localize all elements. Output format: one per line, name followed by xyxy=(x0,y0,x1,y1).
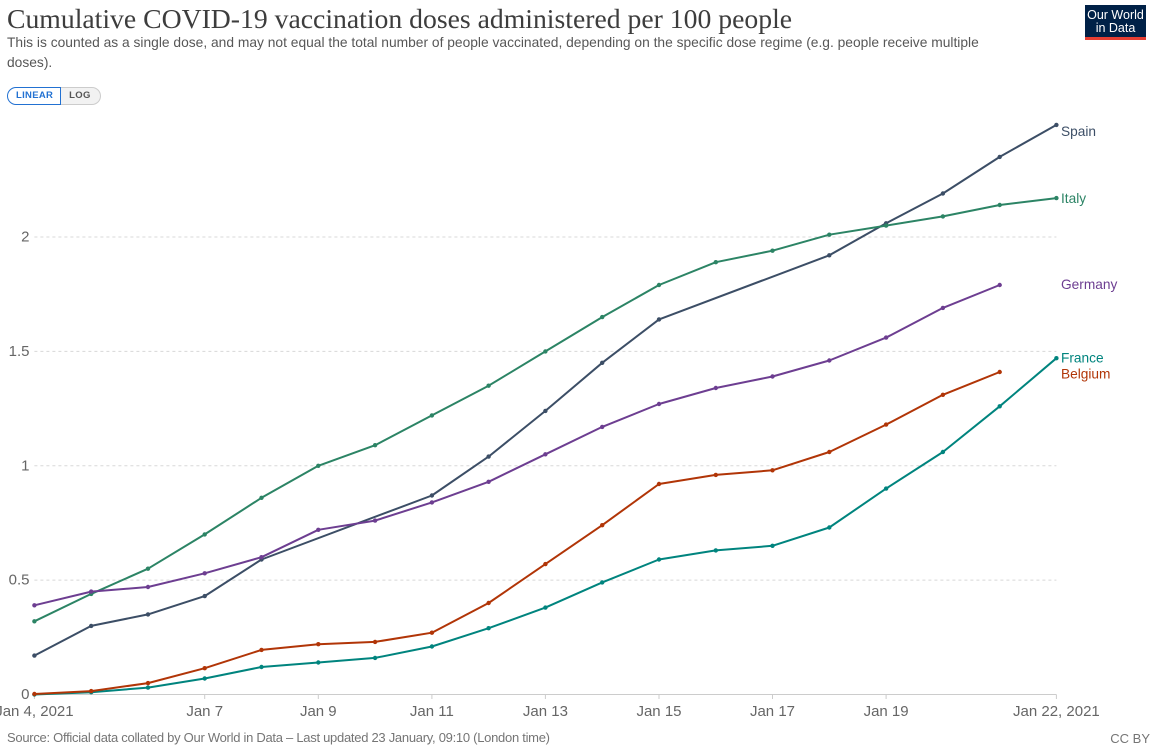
svg-text:Jan 4, 2021: Jan 4, 2021 xyxy=(0,703,74,720)
svg-text:Jan 19: Jan 19 xyxy=(864,703,909,720)
svg-text:Jan 7: Jan 7 xyxy=(186,703,223,720)
svg-text:2: 2 xyxy=(21,229,29,246)
svg-text:Jan 9: Jan 9 xyxy=(300,703,337,720)
svg-text:Belgium: Belgium xyxy=(1061,367,1110,382)
svg-text:1.5: 1.5 xyxy=(9,343,30,360)
svg-text:France: France xyxy=(1061,351,1104,366)
svg-text:Spain: Spain xyxy=(1061,124,1096,139)
svg-text:1: 1 xyxy=(21,457,29,474)
svg-text:Jan 22, 2021: Jan 22, 2021 xyxy=(1013,703,1100,720)
svg-text:Italy: Italy xyxy=(1061,191,1086,206)
svg-text:Jan 11: Jan 11 xyxy=(410,703,454,720)
svg-text:Germany: Germany xyxy=(1061,277,1117,292)
svg-text:0.5: 0.5 xyxy=(9,572,30,589)
svg-text:Jan 13: Jan 13 xyxy=(523,703,568,720)
svg-text:Jan 15: Jan 15 xyxy=(636,703,681,720)
svg-text:0: 0 xyxy=(21,686,29,703)
svg-text:Jan 17: Jan 17 xyxy=(750,703,795,720)
